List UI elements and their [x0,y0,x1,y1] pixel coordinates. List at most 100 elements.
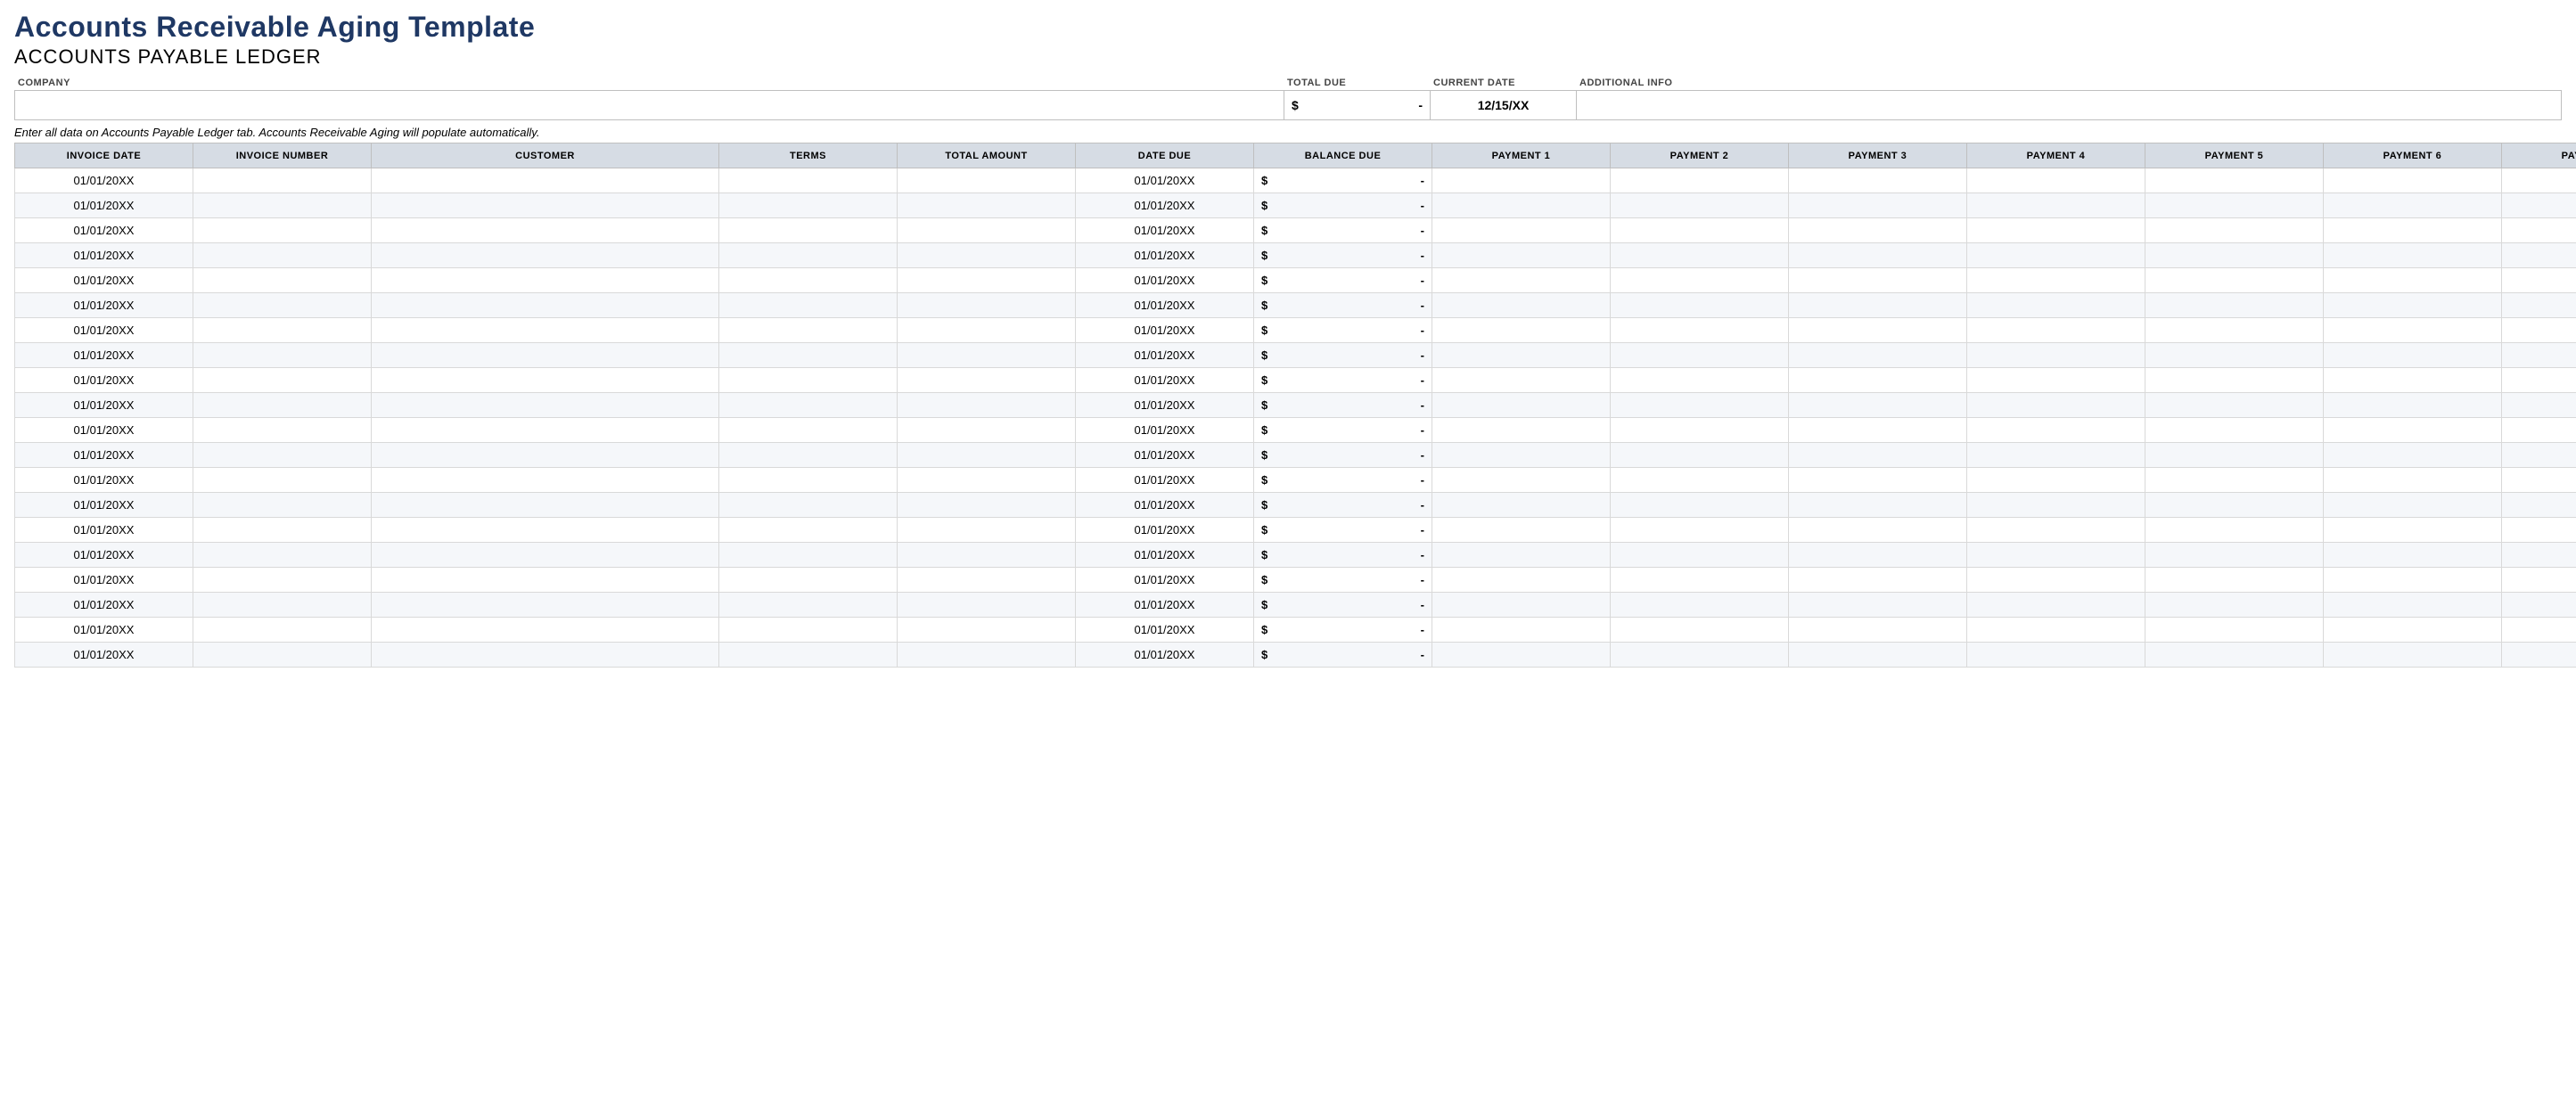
payment-cell[interactable] [2324,593,2502,618]
payment-cell[interactable] [2502,593,2576,618]
customer-cell[interactable] [372,443,719,468]
payment-cell[interactable] [2502,393,2576,418]
payment-cell[interactable] [1789,468,1967,493]
payment-cell[interactable] [1967,268,2145,293]
date-due-cell[interactable]: 01/01/20XX [1076,368,1254,393]
payment-cell[interactable] [1789,293,1967,318]
total-amount-cell[interactable] [898,568,1076,593]
payment-cell[interactable] [2502,243,2576,268]
customer-cell[interactable] [372,393,719,418]
payment-cell[interactable] [2502,318,2576,343]
date-due-cell[interactable]: 01/01/20XX [1076,443,1254,468]
payment-cell[interactable] [2502,368,2576,393]
total-amount-cell[interactable] [898,293,1076,318]
payment-cell[interactable] [1432,318,1611,343]
date-due-cell[interactable]: 01/01/20XX [1076,218,1254,243]
payment-cell[interactable] [2324,343,2502,368]
total-amount-cell[interactable] [898,443,1076,468]
payment-cell[interactable] [1789,568,1967,593]
date-due-cell[interactable]: 01/01/20XX [1076,193,1254,218]
invoice-date-cell[interactable]: 01/01/20XX [15,568,193,593]
payment-cell[interactable] [2502,168,2576,193]
customer-cell[interactable] [372,268,719,293]
payment-cell[interactable] [1967,443,2145,468]
invoice-date-cell[interactable]: 01/01/20XX [15,543,193,568]
payment-cell[interactable] [1432,543,1611,568]
payment-cell[interactable] [1611,218,1789,243]
payment-cell[interactable] [1432,393,1611,418]
payment-cell[interactable] [2145,318,2324,343]
date-due-cell[interactable]: 01/01/20XX [1076,318,1254,343]
invoice-number-cell[interactable] [193,543,372,568]
payment-cell[interactable] [2145,568,2324,593]
total-amount-cell[interactable] [898,418,1076,443]
total-amount-cell[interactable] [898,593,1076,618]
total-amount-cell[interactable] [898,643,1076,668]
payment-cell[interactable] [1967,518,2145,543]
payment-cell[interactable] [1432,343,1611,368]
payment-cell[interactable] [1789,243,1967,268]
customer-cell[interactable] [372,468,719,493]
customer-cell[interactable] [372,493,719,518]
invoice-number-cell[interactable] [193,443,372,468]
invoice-date-cell[interactable]: 01/01/20XX [15,268,193,293]
payment-cell[interactable] [1432,493,1611,518]
payment-cell[interactable] [1789,443,1967,468]
invoice-date-cell[interactable]: 01/01/20XX [15,218,193,243]
total-amount-cell[interactable] [898,493,1076,518]
payment-cell[interactable] [1611,418,1789,443]
payment-cell[interactable] [2145,393,2324,418]
payment-cell[interactable] [2324,268,2502,293]
invoice-date-cell[interactable]: 01/01/20XX [15,368,193,393]
payment-cell[interactable] [1432,193,1611,218]
payment-cell[interactable] [1789,543,1967,568]
payment-cell[interactable] [2324,393,2502,418]
invoice-date-cell[interactable]: 01/01/20XX [15,443,193,468]
terms-cell[interactable] [719,518,898,543]
payment-cell[interactable] [2324,193,2502,218]
payment-cell[interactable] [1432,518,1611,543]
current-date-cell[interactable]: 12/15/XX [1431,91,1577,119]
payment-cell[interactable] [1789,318,1967,343]
date-due-cell[interactable]: 01/01/20XX [1076,418,1254,443]
payment-cell[interactable] [1432,568,1611,593]
payment-cell[interactable] [2145,218,2324,243]
invoice-number-cell[interactable] [193,518,372,543]
payment-cell[interactable] [2502,218,2576,243]
payment-cell[interactable] [2502,618,2576,643]
payment-cell[interactable] [2502,293,2576,318]
customer-cell[interactable] [372,518,719,543]
total-amount-cell[interactable] [898,618,1076,643]
date-due-cell[interactable]: 01/01/20XX [1076,243,1254,268]
payment-cell[interactable] [2324,443,2502,468]
total-amount-cell[interactable] [898,168,1076,193]
date-due-cell[interactable]: 01/01/20XX [1076,543,1254,568]
terms-cell[interactable] [719,193,898,218]
payment-cell[interactable] [2145,518,2324,543]
payment-cell[interactable] [1967,568,2145,593]
payment-cell[interactable] [2145,293,2324,318]
terms-cell[interactable] [719,243,898,268]
payment-cell[interactable] [2324,218,2502,243]
customer-cell[interactable] [372,643,719,668]
payment-cell[interactable] [1789,618,1967,643]
payment-cell[interactable] [2502,418,2576,443]
terms-cell[interactable] [719,218,898,243]
payment-cell[interactable] [1432,243,1611,268]
invoice-date-cell[interactable]: 01/01/20XX [15,343,193,368]
payment-cell[interactable] [2145,168,2324,193]
total-amount-cell[interactable] [898,218,1076,243]
date-due-cell[interactable]: 01/01/20XX [1076,568,1254,593]
payment-cell[interactable] [2324,543,2502,568]
payment-cell[interactable] [1789,368,1967,393]
invoice-number-cell[interactable] [193,368,372,393]
payment-cell[interactable] [2145,618,2324,643]
payment-cell[interactable] [1789,493,1967,518]
payment-cell[interactable] [1611,168,1789,193]
customer-cell[interactable] [372,318,719,343]
invoice-number-cell[interactable] [193,568,372,593]
payment-cell[interactable] [1611,643,1789,668]
payment-cell[interactable] [2502,568,2576,593]
invoice-number-cell[interactable] [193,418,372,443]
payment-cell[interactable] [2502,443,2576,468]
